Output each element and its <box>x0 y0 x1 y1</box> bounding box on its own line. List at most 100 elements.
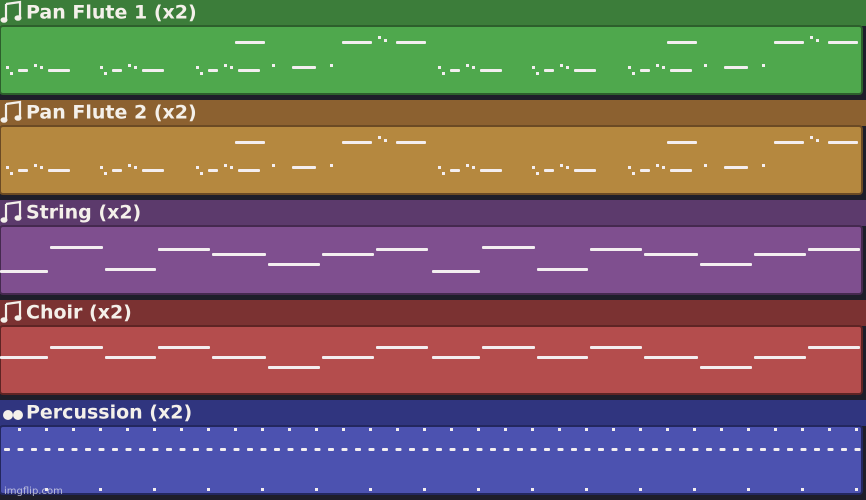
track[interactable]: Pan Flute 1 (x2) <box>0 0 866 95</box>
note <box>746 448 753 451</box>
note <box>503 448 510 451</box>
note <box>105 356 156 359</box>
note <box>315 488 318 491</box>
note <box>828 141 858 144</box>
note <box>720 428 723 431</box>
note <box>571 448 577 451</box>
note <box>566 66 569 69</box>
note <box>517 448 523 451</box>
note <box>536 72 539 75</box>
note <box>612 428 615 431</box>
note <box>480 69 502 72</box>
note <box>442 72 445 75</box>
note <box>287 448 294 451</box>
note <box>230 166 233 169</box>
note <box>590 346 642 349</box>
note <box>48 169 70 172</box>
note <box>85 448 91 451</box>
note <box>724 166 748 169</box>
note <box>656 164 659 167</box>
watermark: imgflip.com <box>4 486 63 497</box>
note <box>814 448 820 451</box>
note <box>234 428 237 431</box>
note <box>816 39 819 42</box>
track-label: Percussion (x2) <box>26 402 192 424</box>
note <box>754 253 806 256</box>
note <box>644 356 698 359</box>
note <box>762 164 765 167</box>
note <box>704 64 707 67</box>
note <box>98 448 105 451</box>
note <box>670 69 692 72</box>
note <box>153 428 156 431</box>
note <box>800 448 807 451</box>
note <box>378 36 381 39</box>
track-header <box>0 400 866 426</box>
note <box>180 428 183 431</box>
note <box>632 72 635 75</box>
note <box>292 66 316 69</box>
note <box>196 66 199 69</box>
note <box>206 448 213 451</box>
note <box>40 66 43 69</box>
note <box>128 64 131 67</box>
note <box>274 448 280 451</box>
note-icon <box>0 317 8 323</box>
note <box>200 72 203 75</box>
note <box>450 428 453 431</box>
note <box>200 172 203 175</box>
note <box>378 136 381 139</box>
note <box>142 69 164 72</box>
note <box>235 41 265 44</box>
note <box>855 428 858 431</box>
note <box>207 428 210 431</box>
note <box>666 428 669 431</box>
note <box>598 448 604 451</box>
note-icon <box>0 117 8 123</box>
note <box>158 248 210 251</box>
note <box>532 66 535 69</box>
note <box>99 428 102 431</box>
note <box>368 448 375 451</box>
note <box>342 428 345 431</box>
note <box>632 172 635 175</box>
note <box>854 448 861 451</box>
track-label: String (x2) <box>26 202 141 224</box>
note <box>292 166 316 169</box>
note <box>224 164 227 167</box>
note <box>10 172 13 175</box>
note <box>328 448 334 451</box>
note <box>472 66 475 69</box>
note <box>692 448 699 451</box>
note <box>585 488 588 491</box>
track[interactable]: Pan Flute 2 (x2) <box>0 100 866 195</box>
note <box>841 448 847 451</box>
note <box>220 448 226 451</box>
note <box>662 166 665 169</box>
note <box>128 164 131 167</box>
note <box>810 136 813 139</box>
note <box>212 253 266 256</box>
note <box>342 41 372 44</box>
track[interactable]: Percussion (x2) <box>0 400 866 495</box>
note <box>125 448 132 451</box>
note <box>396 41 426 44</box>
track-label: Pan Flute 1 (x2) <box>26 2 197 24</box>
note <box>810 36 813 39</box>
note <box>638 448 645 451</box>
note <box>4 448 10 451</box>
note <box>700 263 752 266</box>
track[interactable]: String (x2) <box>0 200 866 295</box>
note <box>537 268 588 271</box>
track[interactable]: Choir (x2) <box>0 300 866 395</box>
track-body <box>0 125 863 195</box>
note <box>0 356 48 359</box>
note <box>34 164 37 167</box>
note <box>667 141 697 144</box>
note <box>31 448 37 451</box>
note <box>774 428 777 431</box>
note <box>747 488 750 491</box>
note <box>808 346 860 349</box>
track-body <box>0 325 863 395</box>
note <box>382 448 388 451</box>
